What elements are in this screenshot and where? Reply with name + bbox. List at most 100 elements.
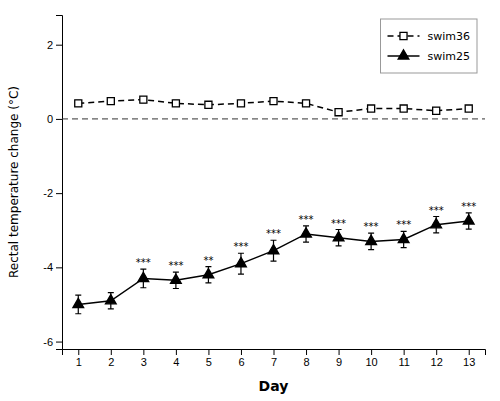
legend-box [381, 19, 478, 73]
x-tick-mark [111, 349, 112, 355]
x-tick: 7 [271, 349, 277, 368]
x-tick-label: 11 [398, 356, 409, 368]
y-axis-title: Rectal temperature change (°C) [7, 86, 21, 278]
point [431, 218, 442, 227]
y-tick-label: -6 [43, 336, 53, 348]
x-tick-label: 9 [336, 356, 342, 368]
error-bar [75, 100, 81, 106]
annotation: *** [168, 260, 183, 271]
annotation: *** [461, 201, 476, 212]
legend: swim36 swim25 [381, 19, 478, 73]
x-tick-label: 1 [76, 356, 82, 368]
point [433, 107, 440, 114]
point [333, 231, 344, 240]
error-bar [336, 109, 342, 115]
marks [62, 96, 485, 314]
x-tick-label: 2 [108, 356, 114, 368]
y-axis: -6-4-202 [43, 16, 62, 350]
x-tick-label: 13 [463, 356, 475, 368]
x-tick: 1 [76, 349, 82, 368]
x-tick: 8 [303, 349, 309, 368]
y-tick-label: 0 [47, 113, 53, 125]
x-axis: 12345678910111213 [63, 349, 486, 368]
series-0 [75, 96, 473, 116]
x-tick-label: 3 [141, 356, 147, 368]
x-tick: 12 [431, 349, 443, 368]
y-axis-line [56, 16, 63, 350]
y-tick-mark [56, 267, 62, 268]
point [335, 109, 342, 116]
x-tick: 2 [108, 349, 114, 368]
error-bar [303, 100, 309, 106]
x-axis-line [63, 350, 486, 356]
x-tick-mark [241, 349, 242, 355]
point [465, 105, 472, 112]
point [301, 228, 312, 237]
annotation: *** [136, 257, 151, 268]
legend-label: swim36 [428, 30, 471, 43]
annotation: *** [299, 214, 314, 225]
point [73, 298, 84, 307]
x-tick: 11 [398, 349, 409, 368]
x-tick: 13 [463, 349, 475, 368]
error-bar [205, 102, 211, 108]
point [138, 272, 149, 281]
x-tick-mark [469, 349, 470, 355]
x-tick: 9 [336, 349, 342, 368]
series-line [78, 221, 468, 305]
annotation: *** [266, 228, 281, 239]
zero-line [62, 118, 485, 119]
x-tick-mark [143, 349, 144, 355]
legend-marker [398, 50, 409, 59]
annotation: ** [203, 255, 213, 266]
error-bar [368, 106, 374, 112]
x-tick: 5 [206, 349, 212, 368]
x-tick: 4 [173, 349, 179, 368]
x-tick-mark [274, 349, 275, 355]
x-tick-mark [436, 349, 437, 355]
x-tick: 3 [141, 349, 147, 368]
point [237, 100, 244, 107]
point [368, 105, 375, 112]
y-tick-label: -4 [43, 261, 53, 273]
y-tick-mark [56, 193, 62, 194]
series-1 [73, 213, 474, 314]
error-bar [271, 98, 277, 104]
point [172, 100, 179, 107]
point [140, 96, 147, 103]
legend-item: swim25 [388, 50, 471, 63]
annotation: *** [429, 205, 444, 216]
point [270, 98, 277, 105]
y-tick: -6 [43, 336, 62, 348]
annotation: *** [396, 219, 411, 230]
y-tick: -4 [43, 261, 62, 273]
point [398, 233, 409, 242]
point [400, 105, 407, 112]
error-bar [140, 97, 146, 103]
x-tick-mark [306, 349, 307, 355]
y-tick-mark [56, 342, 62, 343]
error-bar [173, 100, 179, 106]
legend-label: swim25 [428, 50, 471, 63]
x-tick-mark [339, 349, 340, 355]
point [171, 274, 182, 283]
y-tick: -2 [43, 187, 62, 199]
x-tick-label: 10 [365, 356, 377, 368]
error-bar [401, 106, 407, 112]
point [105, 295, 116, 304]
point [366, 235, 377, 244]
x-tick: 6 [238, 349, 244, 368]
x-tick-label: 6 [238, 356, 244, 368]
x-axis-title: Day [259, 378, 289, 394]
x-tick: 10 [365, 349, 377, 368]
point [75, 100, 82, 107]
plot-root: 12345678910111213-6-4-202DayRectal tempe… [7, 16, 486, 395]
point [463, 215, 474, 224]
y-tick-label: -2 [43, 187, 53, 199]
annotation: *** [233, 241, 248, 252]
x-tick-label: 8 [303, 356, 309, 368]
point [303, 100, 310, 107]
point [205, 101, 212, 108]
error-bar [238, 100, 244, 106]
point [107, 98, 114, 105]
